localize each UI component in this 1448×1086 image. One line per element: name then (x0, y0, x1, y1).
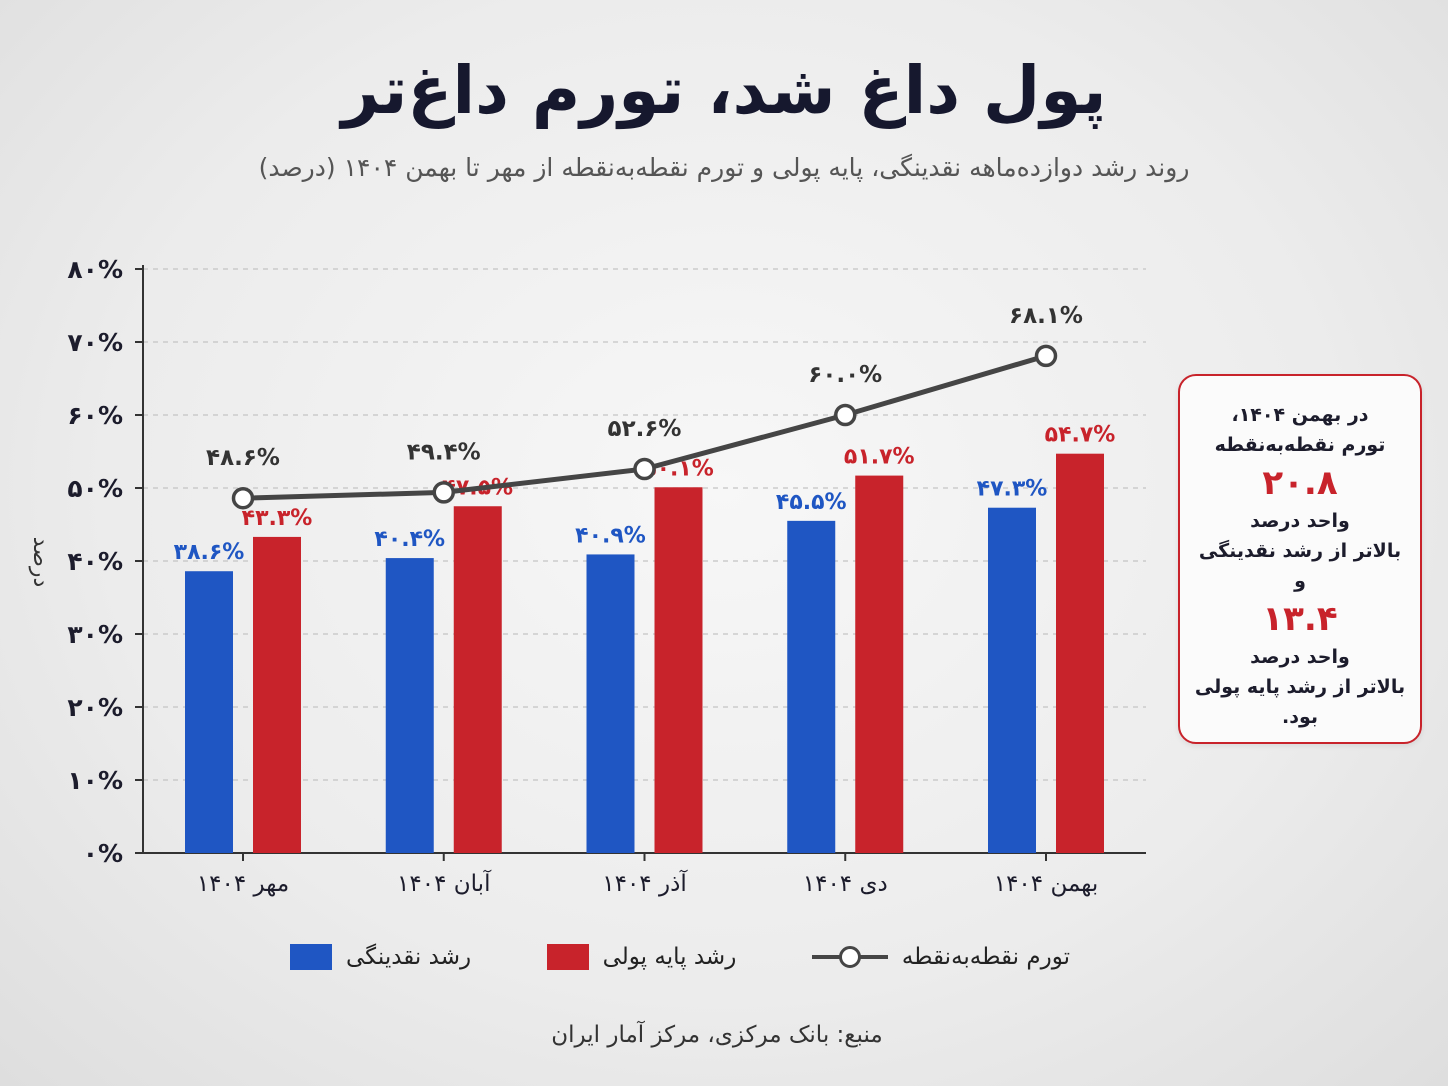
chart-subtitle: روند رشد دوازده‌ماهه نقدینگی، پایه پولی … (258, 153, 1190, 182)
inflation-data-label: ۴۸.۶% (206, 445, 280, 471)
y-tick-label: ۷۰% (67, 328, 123, 357)
monetary-base-data-label: ۵۴.۷% (1045, 423, 1116, 448)
inflation-point (432, 481, 455, 504)
y-tick-label: ۵۰% (67, 474, 123, 503)
callout-line-4: بالاتر از رشد نقدینگی (1198, 540, 1402, 562)
liquidity-bar (988, 507, 1036, 853)
inflation-point (1034, 344, 1058, 368)
y-tick-label: ۶۰% (67, 401, 123, 430)
callout-line-5: واحد درصد (1250, 646, 1350, 668)
y-tick-label: ۰% (83, 839, 123, 868)
liquidity-bar (586, 554, 635, 853)
blue-swatch-icon (290, 944, 332, 970)
legend-item-monetary-base: رشد پایه پولی (546, 944, 737, 970)
legend-item-liquidity: رشد نقدینگی (290, 944, 471, 970)
callout-conjunction: و (1294, 570, 1306, 592)
callout-line-1: در بهمن ۱۴۰۴، (1231, 404, 1369, 426)
inflation-point (834, 403, 857, 427)
inflation-data-label: ۵۲.۶% (608, 416, 682, 442)
legend-item-inflation: تورم نقطه‌به‌نقطه (811, 944, 1070, 970)
y-tick-label: ۲۰% (67, 693, 123, 722)
liquidity-bar (185, 571, 233, 853)
inflation-point (633, 457, 656, 481)
callout-line-2: تورم نقطه‌به‌نقطه (1214, 434, 1386, 456)
legend-label-inflation: تورم نقطه‌به‌نقطه (901, 944, 1070, 970)
callout-value-1: ۲۰.۸ (1262, 463, 1338, 503)
liquidity-bar (385, 558, 434, 853)
y-tick-label: ۸۰% (67, 255, 123, 284)
y-tick-label: ۳۰% (67, 620, 123, 649)
monetary-base-bar (855, 475, 904, 853)
x-tick-label: دی ۱۴۰۴ (803, 871, 888, 897)
monetary-base-data-label: ۵۱.۷% (844, 445, 915, 470)
line-marker-icon (811, 944, 888, 970)
liquidity-bar (787, 520, 836, 853)
inflation-point (231, 486, 255, 510)
x-tick-label: بهمن ۱۴۰۴ (994, 871, 1099, 897)
inflation-data-label: ۶۰.۰% (808, 362, 882, 388)
chart-legend: تورم نقطه‌به‌نقطه رشد پایه پولی رشد نقدی… (290, 935, 1070, 979)
liquidity-data-label: ۴۰.۹% (575, 523, 646, 548)
legend-label-monetary-base: رشد پایه پولی (602, 944, 737, 970)
callout-line-3: واحد درصد (1250, 510, 1350, 532)
liquidity-data-label: ۳۸.۶% (174, 540, 245, 565)
x-tick-label: آبان ۱۴۰۴ (397, 869, 492, 897)
liquidity-data-label: ۴۷.۳% (977, 477, 1048, 502)
liquidity-data-label: ۴۰.۴% (374, 527, 445, 552)
monetary-base-bar (654, 487, 703, 853)
monetary-base-bar (253, 536, 301, 853)
x-tick-label: آذر ۱۴۰۴ (602, 869, 688, 897)
liquidity-data-label: ۴۵.۵% (776, 490, 847, 515)
monetary-base-data-label: ۴۳.۳% (242, 506, 313, 531)
x-tick-label: مهر ۱۴۰۴ (197, 871, 289, 897)
inflation-data-label: ۴۹.۴% (407, 439, 481, 465)
callout-line-6: بالاتر از رشد پایه پولی بود. (1194, 676, 1406, 728)
y-tick-label: ۱۰% (67, 766, 123, 795)
y-axis-label: درصد (28, 536, 53, 588)
callout-value-2: ۱۳.۴ (1262, 599, 1338, 639)
monetary-base-bar (1056, 453, 1104, 853)
monetary-base-bar (453, 506, 502, 853)
y-tick-label: ۴۰% (67, 547, 123, 576)
inflation-data-label: ۶۸.۱% (1009, 303, 1083, 329)
legend-label-liquidity: رشد نقدینگی (346, 944, 472, 970)
chart-title: پول داغ شد، تورم داغ‌تر (341, 52, 1107, 129)
insight-callout: در بهمن ۱۴۰۴، تورم نقطه‌به‌نقطه ۲۰.۸ واح… (1178, 374, 1422, 744)
source-note: منبع: بانک مرکزی، مرکز آمار ایران (551, 1022, 883, 1048)
red-swatch-icon (546, 944, 589, 970)
